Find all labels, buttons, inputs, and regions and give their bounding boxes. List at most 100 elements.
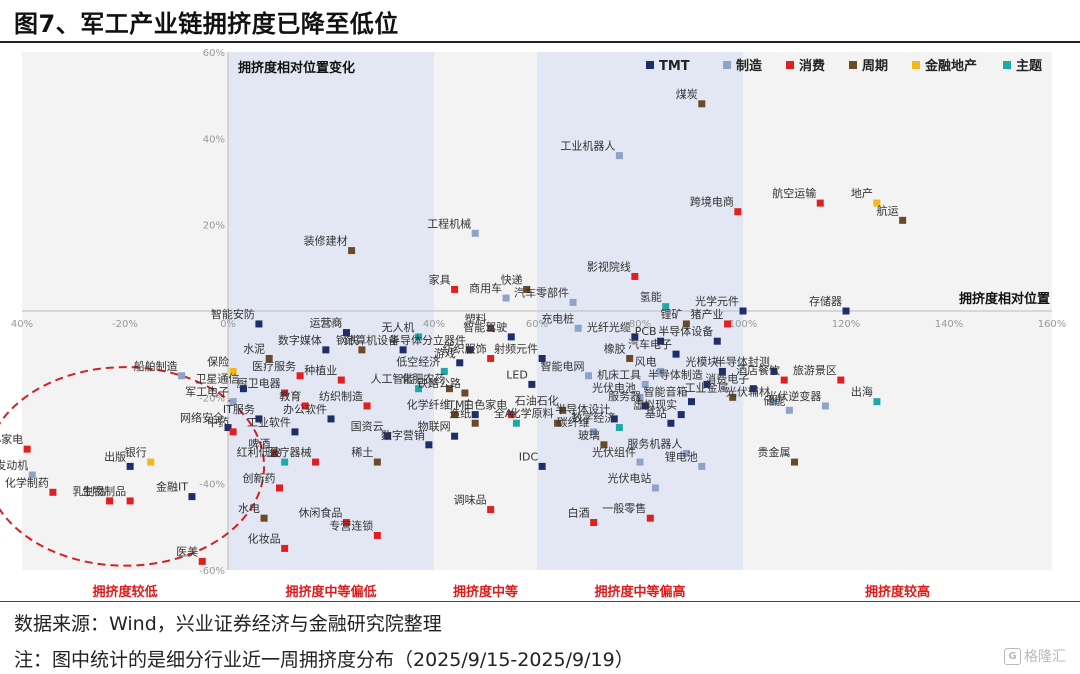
axes: 40% -20% 0% 20% 40% 60% 80% 100% 120% 140% 160% -60… <box>11 48 1066 577</box>
point-marker <box>270 449 278 457</box>
point-label: 影视院线 <box>587 259 631 273</box>
point-label: 商用车 <box>469 281 502 295</box>
point-marker <box>636 458 644 466</box>
point-label: 汽车电子 <box>628 337 672 351</box>
point-marker <box>466 346 474 354</box>
point-label: 煤炭 <box>676 88 698 101</box>
point-label: 化妆品 <box>248 531 281 545</box>
point-marker <box>373 531 381 539</box>
point-marker <box>672 350 680 358</box>
point-marker <box>636 393 644 401</box>
point-marker <box>456 359 464 367</box>
point-label: 光伏辅材 <box>726 385 770 399</box>
point-label: 汽车零部件 <box>514 285 569 299</box>
annotation-ellipse <box>0 366 266 567</box>
point-label: 红利低波 <box>237 446 281 459</box>
point-label: 数字媒体 <box>278 333 322 347</box>
zone-label: 拥挤度较高 <box>865 584 930 600</box>
point-label: 光模块 <box>685 354 718 368</box>
point-label: 光纤光缆 <box>587 320 631 334</box>
point-label: 充电桩 <box>541 311 574 325</box>
point-label: 基站 <box>645 406 667 420</box>
point-marker <box>260 514 268 522</box>
legend-swatch <box>646 61 654 69</box>
point-marker <box>342 519 350 527</box>
point-label: 纺织服饰 <box>443 341 487 355</box>
point-marker <box>713 337 721 345</box>
point-marker <box>471 229 479 237</box>
data-source: 数据来源：Wind，兴业证券经济与金融研究院整理 <box>14 613 442 635</box>
point-marker <box>631 333 639 341</box>
point-label: 装修建材 <box>304 234 348 248</box>
point-marker <box>590 428 598 436</box>
point-label: 化学原料 <box>510 406 554 420</box>
point-label: LED <box>506 368 528 381</box>
point-marker <box>126 497 134 505</box>
point-marker <box>178 372 186 380</box>
point-label: 酒店餐饮 <box>736 363 780 377</box>
point-label: 生物制品 <box>82 484 126 498</box>
point-label: 造纸 <box>449 406 471 420</box>
point-label: 旅游景区 <box>793 363 837 377</box>
point-label: 无人机 <box>382 320 415 334</box>
point-marker <box>471 419 479 427</box>
point-label: 快递 <box>501 272 523 286</box>
point-marker <box>342 329 350 337</box>
point-label: 锂电池 <box>665 449 698 463</box>
point-marker <box>538 462 546 470</box>
point-marker <box>600 441 608 449</box>
point-marker <box>703 380 711 388</box>
zone-label: 拥挤度较低 <box>92 584 157 600</box>
point-marker <box>554 419 562 427</box>
x-tick-label: 80% <box>629 319 651 330</box>
point-marker <box>899 216 907 224</box>
point-label: 石油石化 <box>515 393 559 407</box>
legend-swatch <box>723 61 731 69</box>
point-marker <box>873 199 881 207</box>
point-marker <box>816 199 824 207</box>
watermark-text: 格隆汇 <box>1024 649 1066 665</box>
point-label: 教育 <box>279 389 301 403</box>
point-label: 工业机器人 <box>560 139 615 153</box>
source-divider <box>0 601 1080 602</box>
point-label: 种植业 <box>304 363 337 377</box>
point-label: 白色家电 <box>463 398 507 412</box>
point-marker <box>337 376 345 384</box>
y-tick-label: -20% <box>199 393 225 404</box>
point-label: 医美 <box>176 545 198 558</box>
title-divider <box>0 41 1080 43</box>
point-label: 智能安防 <box>211 307 255 321</box>
point-label: 调味品 <box>454 494 487 507</box>
point-marker <box>451 432 459 440</box>
point-marker <box>255 415 263 423</box>
point-label: 专营连锁 <box>329 518 373 532</box>
point-marker <box>507 333 515 341</box>
point-label: 航空运输 <box>772 186 816 200</box>
footnote: 注：图中统计的是细分行业近一周拥挤度分布（2025/9/15-2025/9/19… <box>14 649 634 671</box>
point-label: IDC <box>519 450 539 463</box>
point-marker <box>487 324 495 332</box>
point-label: 乳制品 <box>73 485 106 498</box>
point-label: 小家电 <box>0 432 23 446</box>
point-marker <box>615 424 623 432</box>
point-label: 碳纤维 <box>557 415 590 429</box>
point-marker <box>445 385 453 393</box>
point-marker <box>837 376 845 384</box>
point-label: 国资云 <box>351 420 384 433</box>
zone-label: 拥挤度中等偏低 <box>285 584 376 600</box>
point-marker <box>682 449 690 457</box>
point-marker <box>538 354 546 362</box>
point-marker <box>502 294 510 302</box>
legend-entry: 主题 <box>1016 58 1043 74</box>
point-label: 光伏组件 <box>592 445 636 459</box>
point-marker <box>528 380 536 388</box>
point-marker <box>590 519 598 527</box>
point-marker <box>821 402 829 410</box>
point-label: 稀土 <box>351 446 373 459</box>
y-tick-label: -40% <box>199 480 225 491</box>
point-marker <box>28 471 36 479</box>
y-axis-title: 拥挤度相对位置变化 <box>238 60 355 76</box>
point-marker <box>682 320 690 328</box>
legend-entry: TMT <box>659 59 690 74</box>
point-marker <box>425 441 433 449</box>
